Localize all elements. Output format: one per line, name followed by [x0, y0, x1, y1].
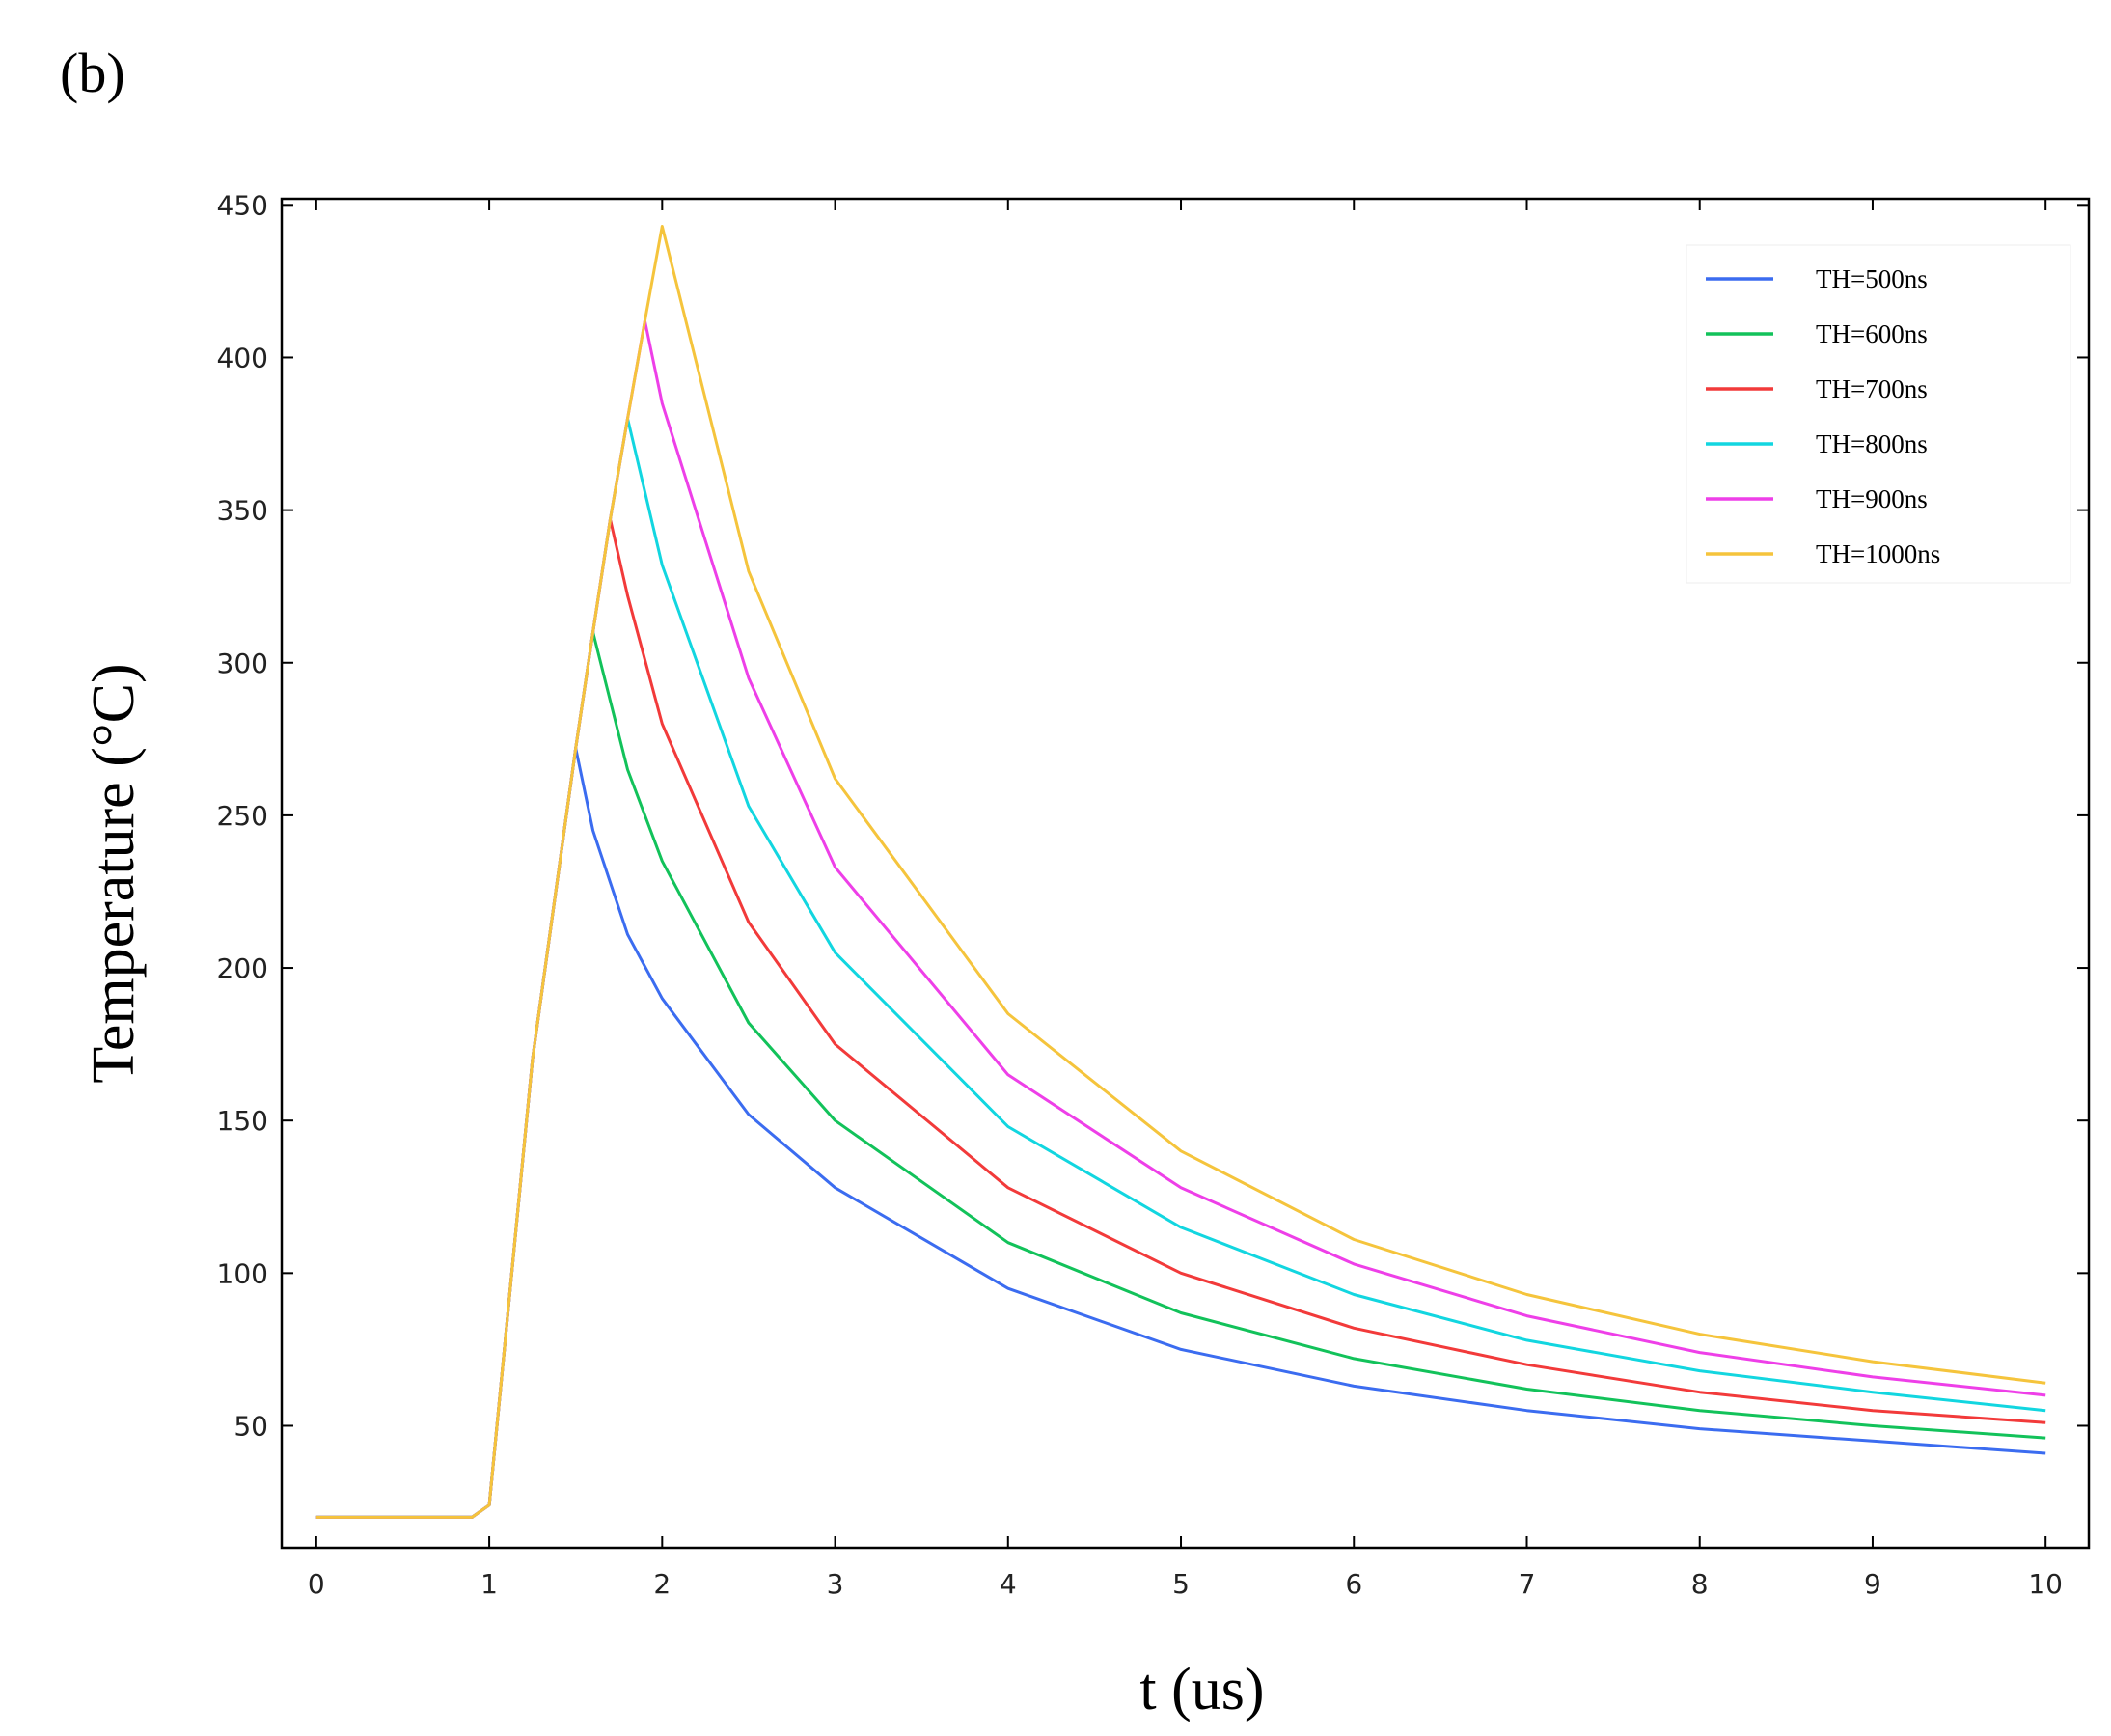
series-line-1	[315, 630, 2046, 1519]
y-axis-label: Temperature (°C)	[81, 663, 147, 1083]
legend-label: TH=700ns	[1816, 374, 1928, 403]
y-tick-label: 300	[217, 648, 268, 679]
x-tick-label: 3	[827, 1568, 844, 1600]
legend: TH=500ns TH=600ns TH=700ns TH=800ns TH=900ns…	[1706, 264, 1940, 568]
y-tick-label: 350	[217, 495, 268, 527]
x-tick-label: 5	[1172, 1568, 1190, 1600]
y-tick-label: 250	[217, 800, 268, 832]
legend-label: TH=500ns	[1816, 264, 1928, 293]
series-line-3	[315, 417, 2046, 1519]
y-tick-label: 200	[217, 952, 268, 984]
x-tick-label: 6	[1345, 1568, 1362, 1600]
series-line-5	[315, 225, 2046, 1519]
x-tick-label: 2	[653, 1568, 671, 1600]
x-tick-label: 0	[308, 1568, 325, 1600]
x-tick-label: 8	[1691, 1568, 1709, 1600]
legend-label: TH=600ns	[1816, 319, 1928, 348]
x-tick-label: 4	[1000, 1568, 1017, 1600]
x-tick-label: 7	[1519, 1568, 1536, 1600]
y-tick-label: 150	[217, 1105, 268, 1137]
axis-ticks: 0 1 2 3 4 5 6 7 8 9 10 50 100 150 200 250 300 350 400 450	[217, 189, 2089, 1600]
y-tick-label: 450	[217, 189, 268, 221]
series-layer	[315, 225, 2046, 1519]
y-tick-label: 50	[233, 1410, 268, 1442]
x-tick-label: 1	[480, 1568, 498, 1600]
series-line-2	[315, 517, 2046, 1519]
legend-label: TH=800ns	[1816, 429, 1928, 458]
x-tick-label: 9	[1864, 1568, 1881, 1600]
y-tick-label: 100	[217, 1257, 268, 1289]
panel-label: (b)	[60, 41, 125, 104]
y-tick-label: 400	[217, 342, 268, 373]
legend-box	[1686, 244, 2071, 584]
x-tick-label: 10	[2028, 1568, 2063, 1600]
plot-frame	[280, 197, 2091, 1550]
legend-label: TH=900ns	[1816, 484, 1928, 513]
x-axis-label: t (us)	[1139, 1657, 1264, 1722]
legend-label: TH=1000ns	[1816, 539, 1940, 568]
